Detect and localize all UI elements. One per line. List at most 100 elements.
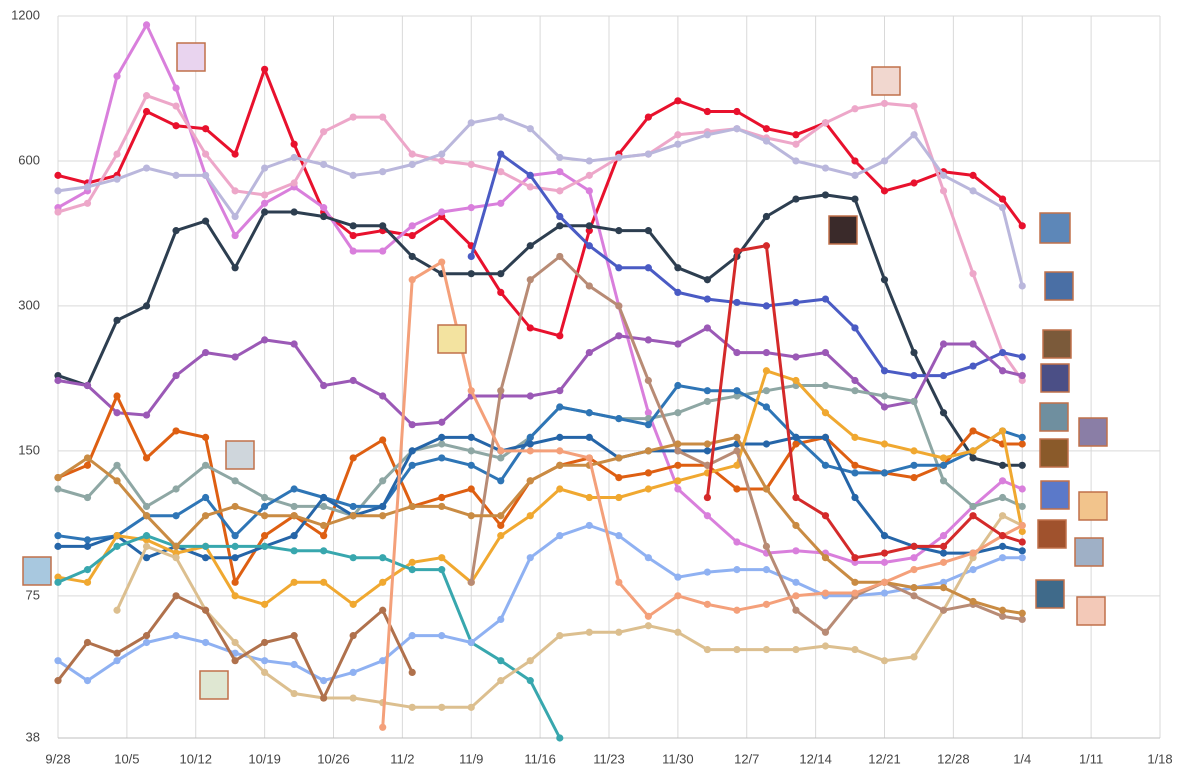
data-point: [379, 113, 387, 121]
data-point: [54, 578, 62, 586]
data-point: [1018, 502, 1026, 511]
data-point: [83, 677, 92, 685]
data-point: [615, 532, 623, 540]
data-point: [201, 461, 210, 469]
data-point: [113, 657, 121, 665]
data-point: [408, 421, 416, 429]
data-point: [851, 324, 859, 332]
data-point: [497, 447, 505, 455]
avatar: [1044, 271, 1074, 301]
data-point: [644, 409, 652, 417]
data-point: [880, 440, 889, 448]
data-point: [644, 554, 652, 562]
data-point: [792, 353, 800, 361]
data-point: [910, 102, 918, 110]
data-point: [497, 454, 505, 462]
data-point: [1018, 282, 1026, 290]
data-point: [910, 542, 918, 550]
data-point: [792, 433, 800, 441]
data-point: [349, 247, 357, 255]
data-point: [762, 566, 771, 574]
data-point: [497, 521, 505, 530]
data-point: [733, 566, 741, 574]
data-point: [290, 660, 298, 669]
data-point: [585, 433, 593, 441]
data-point: [969, 427, 977, 435]
data-point: [703, 447, 711, 455]
data-point: [526, 512, 534, 520]
data-point: [497, 199, 505, 207]
data-point: [467, 512, 475, 520]
avatar: [1040, 363, 1070, 393]
data-point: [644, 336, 652, 344]
data-point: [83, 199, 92, 207]
data-point: [939, 542, 948, 550]
data-point: [408, 502, 416, 511]
data-point: [821, 381, 830, 390]
data-point: [142, 92, 151, 100]
data-point: [880, 99, 889, 108]
data-point: [83, 566, 92, 574]
data-point: [910, 348, 918, 357]
data-point: [261, 199, 269, 207]
x-tick-label: 1/11: [1079, 751, 1103, 766]
data-point: [320, 493, 328, 502]
data-point: [54, 485, 62, 493]
data-point: [674, 409, 682, 417]
data-point: [172, 84, 180, 92]
data-point: [733, 125, 741, 133]
data-point: [408, 632, 416, 640]
data-point: [762, 302, 771, 310]
data-point: [261, 502, 269, 511]
data-point: [320, 694, 328, 702]
data-point: [851, 376, 859, 385]
data-point: [939, 558, 948, 566]
data-point: [644, 622, 652, 630]
data-point: [320, 212, 328, 221]
data-point: [497, 168, 505, 176]
data-point: [556, 461, 564, 469]
avatar: [176, 42, 206, 72]
data-point: [526, 657, 534, 665]
data-point: [1018, 554, 1026, 562]
x-tick-label: 12/7: [734, 751, 759, 766]
data-point: [733, 392, 741, 400]
data-point: [290, 208, 298, 216]
data-point: [408, 447, 416, 455]
data-point: [1018, 440, 1026, 448]
avatar: [1076, 596, 1106, 626]
data-point: [379, 436, 387, 444]
data-point: [585, 282, 593, 290]
data-point: [998, 461, 1007, 469]
data-point: [379, 222, 387, 230]
data-point: [674, 288, 682, 297]
avatar: [1078, 491, 1108, 521]
data-point: [142, 512, 151, 520]
avatar: [1039, 212, 1071, 244]
data-point: [821, 348, 830, 357]
data-point: [231, 657, 239, 665]
x-tick-label: 10/5: [114, 751, 139, 766]
data-point: [851, 645, 859, 654]
data-point: [1018, 353, 1026, 361]
data-point: [113, 316, 121, 324]
data-point: [320, 128, 328, 136]
x-tick-label: 10/19: [248, 751, 281, 766]
data-point: [703, 387, 711, 395]
data-point: [438, 703, 446, 711]
data-point: [290, 153, 298, 162]
x-tick-label: 1/4: [1013, 751, 1031, 766]
data-point: [556, 222, 564, 230]
data-point: [142, 21, 151, 29]
avatar: [1078, 417, 1108, 447]
data-point: [1018, 371, 1026, 380]
data-point: [438, 493, 446, 502]
data-point: [615, 332, 623, 340]
data-point: [792, 578, 800, 586]
data-point: [142, 164, 151, 172]
data-point: [526, 433, 534, 441]
x-tick-label: 10/12: [179, 751, 212, 766]
data-point: [851, 195, 859, 203]
data-point: [851, 493, 859, 502]
data-point: [556, 332, 564, 340]
